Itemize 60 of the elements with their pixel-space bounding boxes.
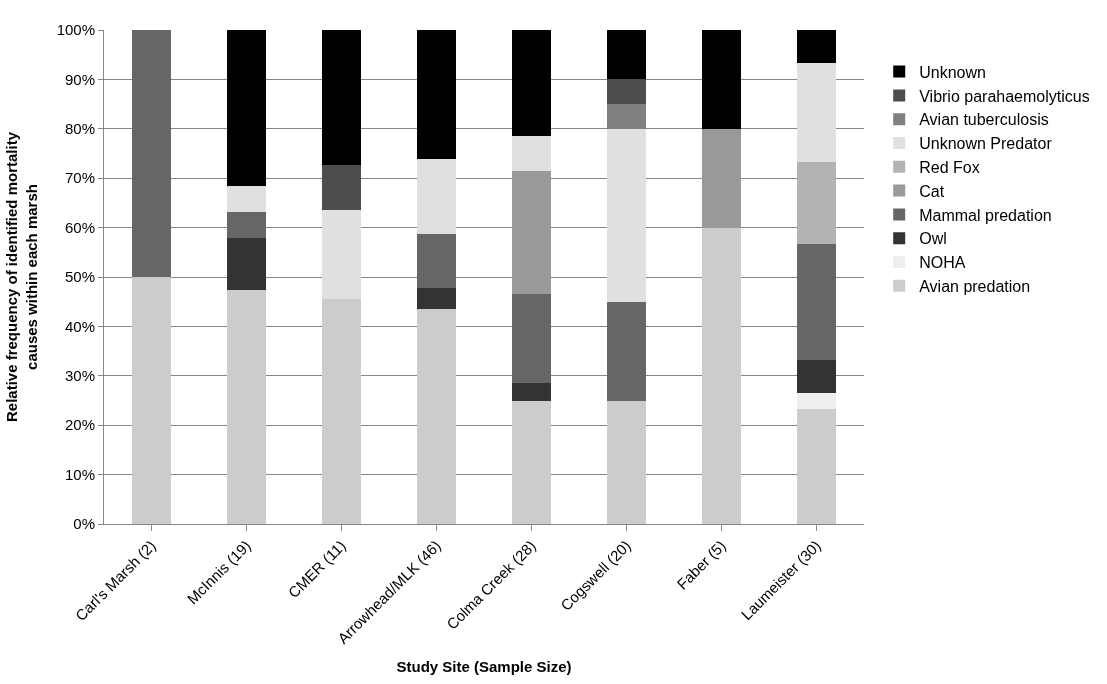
bar — [416, 234, 457, 288]
bar — [796, 359, 837, 393]
bar — [796, 161, 837, 245]
legend-label: Vibrio parahaemolyticus — [919, 87, 1090, 105]
legend-label: Avian predation — [919, 278, 1031, 296]
y-tick-label: 100% — [56, 21, 95, 39]
y-tick-label: 50% — [64, 268, 95, 286]
bar — [131, 277, 172, 524]
bar — [321, 299, 362, 524]
legend-label: NOHA — [919, 254, 966, 272]
bar — [226, 30, 267, 186]
y-tick-label: 80% — [64, 120, 95, 138]
legend-label: Avian tuberculosis — [919, 111, 1049, 129]
bar — [511, 294, 552, 383]
y-tick-label: 0% — [73, 515, 95, 533]
legend-label: Owl — [919, 230, 947, 248]
bar — [416, 287, 457, 310]
legend-label: Unknown — [919, 63, 986, 81]
x-axis-title: Study Site (Sample Size) — [396, 657, 572, 675]
y-tick-label: 20% — [64, 416, 95, 434]
bar — [796, 408, 837, 524]
legend-label: Cat — [919, 182, 945, 200]
bar — [321, 30, 362, 165]
bar — [701, 128, 742, 228]
y-tick-label: 30% — [64, 367, 95, 385]
bar — [796, 244, 837, 360]
bar — [606, 301, 647, 401]
bar — [511, 170, 552, 295]
bar — [606, 30, 647, 80]
bar — [701, 227, 742, 524]
bar — [226, 289, 267, 524]
bar — [321, 164, 362, 210]
bar — [511, 135, 552, 171]
bar — [511, 400, 552, 524]
bar — [416, 309, 457, 524]
bar — [606, 79, 647, 105]
y-tick-label: 90% — [64, 70, 95, 88]
bar — [131, 30, 172, 277]
bar — [416, 30, 457, 159]
legend-label: Unknown Predator — [919, 135, 1053, 153]
bar — [321, 209, 362, 300]
y-tick-label: 70% — [64, 169, 95, 187]
bar — [226, 185, 267, 212]
bar — [606, 400, 647, 524]
bar — [796, 63, 837, 162]
legend-label: Red Fox — [919, 159, 980, 177]
bar — [416, 158, 457, 235]
y-tick-label: 10% — [64, 465, 95, 483]
y-tick-label: 40% — [64, 317, 95, 335]
bar — [606, 128, 647, 302]
bar — [796, 392, 837, 409]
y-axis-title: Relative frequency of identified mortality causes within each marsh — [3, 131, 40, 423]
legend-label: Mammal predation — [919, 206, 1052, 224]
bar — [796, 30, 837, 64]
bar — [511, 30, 552, 136]
y-tick-label: 60% — [64, 218, 95, 236]
bar — [226, 237, 267, 290]
bar — [511, 382, 552, 401]
bar — [226, 211, 267, 238]
bar — [701, 30, 742, 129]
